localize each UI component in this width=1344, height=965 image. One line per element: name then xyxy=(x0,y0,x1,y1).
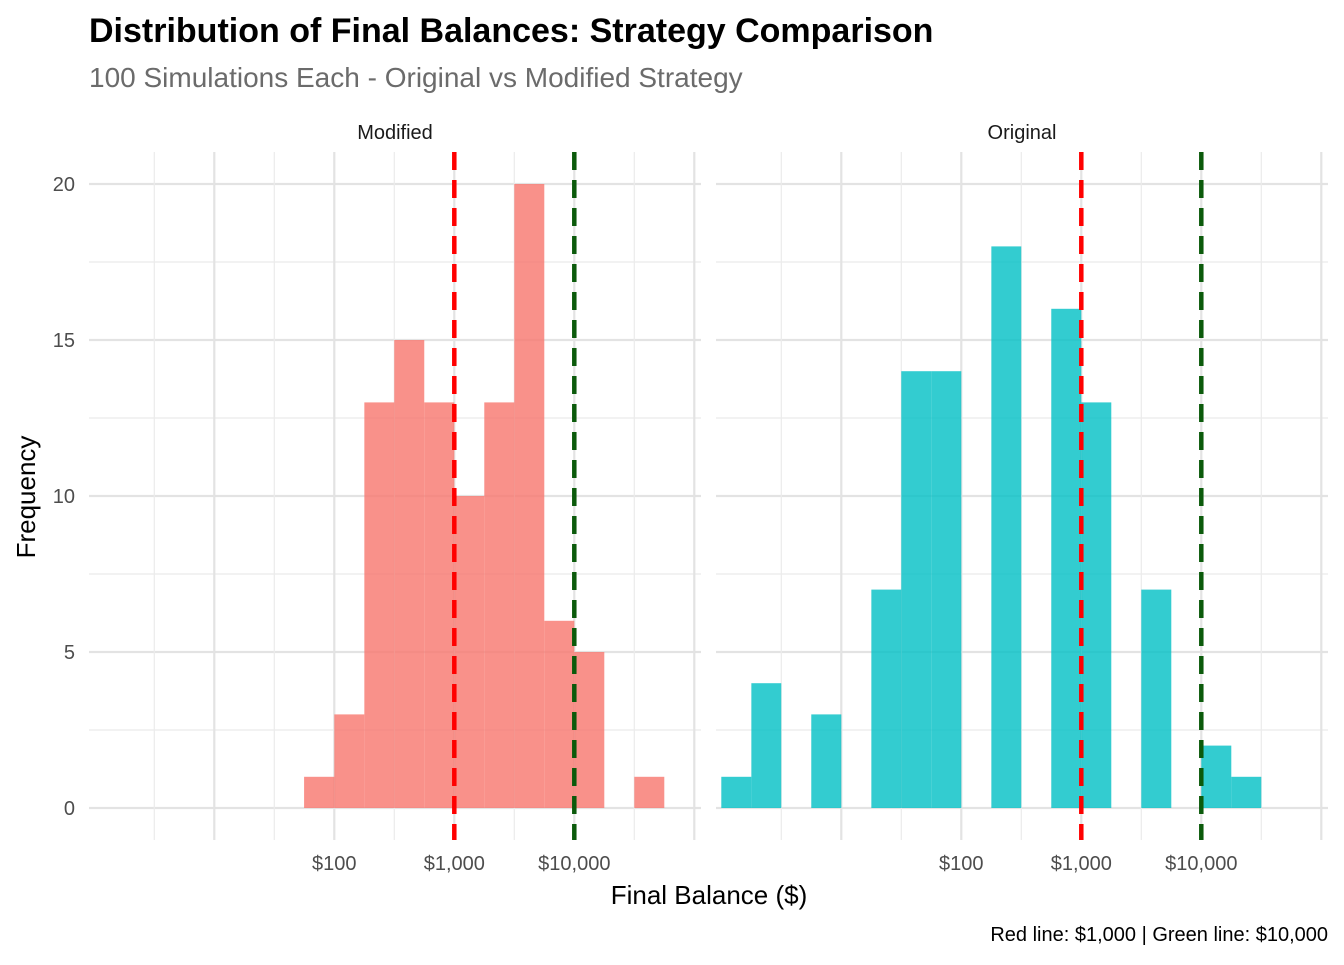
histogram-bar xyxy=(454,496,485,808)
histogram-bar xyxy=(334,714,365,808)
histogram-bar xyxy=(424,402,455,808)
histogram-bar xyxy=(751,683,782,808)
x-axis-label: Final Balance ($) xyxy=(611,880,808,910)
x-tick-label: $1,000 xyxy=(424,853,485,875)
x-tick-label: $1,000 xyxy=(1051,853,1112,875)
chart-caption: Red line: $1,000 | Green line: $10,000 xyxy=(990,924,1328,946)
histogram-bar xyxy=(484,402,515,808)
histogram-bar xyxy=(871,589,902,808)
histogram-bar xyxy=(574,652,605,808)
panel-modified: Modified $100 $1,000 $10,000 xyxy=(89,122,701,875)
x-tick-label: $10,000 xyxy=(538,853,610,875)
histogram-bar xyxy=(1201,745,1232,808)
panel-original: Original $100 $1,000 $10,000 xyxy=(716,122,1328,875)
chart-subtitle: 100 Simulations Each - Original vs Modif… xyxy=(89,62,743,93)
y-tick-label: 10 xyxy=(53,486,75,508)
panel-strip-label: Original xyxy=(988,122,1057,144)
panel-strip-label: Modified xyxy=(357,122,433,144)
histogram-bar xyxy=(901,371,932,808)
histogram-bar xyxy=(304,776,335,808)
histogram-bar xyxy=(1231,776,1262,808)
y-tick-label: 5 xyxy=(64,642,75,664)
chart-title: Distribution of Final Balances: Strategy… xyxy=(89,12,933,50)
histogram-bar xyxy=(1141,589,1172,808)
x-tick-label: $100 xyxy=(312,853,357,875)
histogram-bar xyxy=(364,402,395,808)
y-axis-label: Frequency xyxy=(11,436,41,559)
x-tick-label: $100 xyxy=(939,853,984,875)
histogram-bar xyxy=(1051,308,1082,808)
y-tick-label: 20 xyxy=(53,174,75,196)
histogram-bar xyxy=(544,620,575,808)
y-tick-label: 15 xyxy=(53,330,75,352)
histogram-bar xyxy=(721,776,752,808)
histogram-bar xyxy=(514,184,545,808)
histogram-bar xyxy=(991,246,1022,808)
histogram-bar xyxy=(634,776,665,808)
plot-area: Modified $100 $1,000 $10,000 Original $100 $1,… xyxy=(53,122,1328,875)
y-tick-label: 0 xyxy=(64,798,75,820)
histogram-bar xyxy=(1081,402,1112,808)
x-tick-label: $10,000 xyxy=(1165,853,1237,875)
histogram-bar xyxy=(931,371,962,808)
histogram-bar xyxy=(394,340,425,808)
histogram-bar xyxy=(811,714,842,808)
